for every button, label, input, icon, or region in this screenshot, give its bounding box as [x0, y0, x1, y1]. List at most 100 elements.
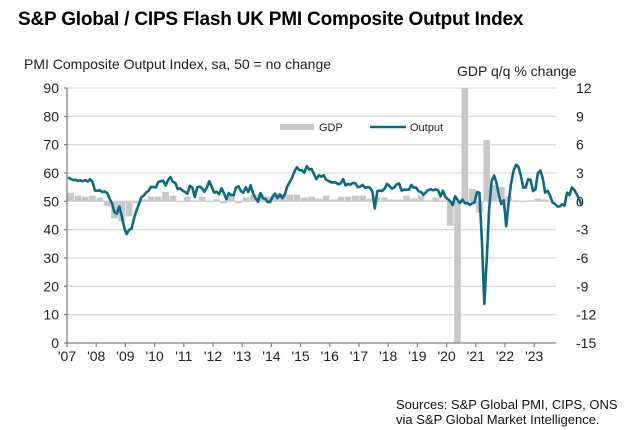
- gdp-bar: [483, 139, 491, 202]
- x-tick-label: '13: [233, 348, 251, 364]
- gdp-bar: [198, 196, 206, 202]
- y-tick-label-left: 30: [43, 250, 59, 266]
- y-tick-label-left: 80: [43, 108, 59, 124]
- gdp-bar: [133, 201, 140, 204]
- gdp-bar: [249, 194, 257, 202]
- gdp-bar: [527, 200, 534, 202]
- gdp-bar: [337, 196, 345, 202]
- y-tick-label-right: -6: [576, 250, 589, 266]
- y-tick-label-left: 90: [43, 80, 59, 96]
- gdp-bar: [359, 195, 366, 202]
- x-tick-label: '21: [467, 348, 485, 364]
- gdp-bar: [125, 201, 133, 217]
- x-tick-label: '07: [58, 348, 76, 364]
- gdp-bar: [300, 197, 308, 202]
- gdp-bar: [162, 191, 169, 202]
- legend-gdp-label: GDP: [319, 122, 343, 134]
- gdp-bar: [315, 198, 323, 202]
- gdp-bar: [403, 195, 410, 202]
- gdp-bar: [227, 193, 235, 202]
- gdp-bar: [410, 198, 418, 202]
- x-tick-label: '17: [350, 348, 368, 364]
- y-tick-label-right: 9: [576, 108, 584, 124]
- y-tick-label-right: -15: [576, 335, 596, 351]
- gdp-bar: [432, 197, 439, 202]
- gdp-bar: [498, 187, 505, 202]
- y-tick-label-right: 6: [576, 137, 584, 153]
- x-tick-label: '19: [408, 348, 426, 364]
- gdp-bar: [286, 194, 293, 202]
- x-tick-label: '09: [116, 348, 134, 364]
- x-tick-label: '10: [145, 348, 163, 364]
- gdp-bar: [534, 198, 542, 202]
- y-tick-label-right: 12: [576, 80, 592, 96]
- y-tick-label-left: 20: [43, 278, 59, 294]
- output-line-group: [67, 163, 583, 306]
- gdp-bar: [264, 196, 272, 202]
- source-note: Sources: S&P Global PMI, CIPS, ONS via S…: [396, 397, 618, 427]
- right-axis-label: GDP q/q % change: [457, 63, 577, 79]
- y-tick-label-left: 0: [51, 335, 59, 351]
- gdp-bar: [439, 200, 447, 202]
- gdp-bar: [169, 195, 177, 202]
- axes: 0102030405060708090-15-12-9-6-3036912'07…: [43, 80, 596, 364]
- gdp-bar: [454, 201, 461, 343]
- gdp-bar: [425, 200, 432, 202]
- gdp-bar: [541, 199, 549, 202]
- gdp-bar: [96, 197, 104, 202]
- gdp-bar: [352, 195, 359, 202]
- x-tick-label: '12: [204, 348, 222, 364]
- gdp-bar: [446, 201, 454, 226]
- gdp-bar: [344, 196, 352, 202]
- gdp-bar: [322, 195, 330, 202]
- x-tick-label: '23: [525, 348, 543, 364]
- gdp-bar: [271, 192, 279, 202]
- gdp-bar: [191, 200, 199, 202]
- gdp-bar: [103, 201, 111, 207]
- gdp-bar: [330, 199, 337, 202]
- gdp-bar: [74, 195, 82, 202]
- gdp-bar: [293, 194, 301, 202]
- y-tick-label-left: 60: [43, 165, 59, 181]
- left-axis-label: PMI Composite Output Index, sa, 50 = no …: [24, 56, 332, 72]
- y-tick-label-left: 70: [43, 137, 59, 153]
- x-tick-label: '22: [496, 348, 514, 364]
- gdp-bar: [235, 201, 242, 204]
- chart-title: S&P Global / CIPS Flash UK PMI Composite…: [18, 9, 524, 30]
- gdp-bar: [417, 195, 425, 202]
- y-tick-label-right: -9: [576, 278, 589, 294]
- x-tick-label: '16: [321, 348, 339, 364]
- gdp-bar: [154, 196, 162, 202]
- y-tick-label-right: -12: [576, 307, 596, 323]
- gdp-bar: [206, 201, 213, 203]
- output-line: [67, 163, 583, 306]
- gdp-bar: [242, 197, 250, 202]
- y-tick-label-right: -3: [576, 222, 589, 238]
- x-tick-label: '14: [262, 348, 280, 364]
- gdp-bar: [67, 192, 74, 202]
- x-tick-label: '20: [437, 348, 455, 364]
- x-tick-label: '18: [379, 348, 397, 364]
- gdp-bar: [184, 196, 191, 202]
- legend-gdp-swatch: [280, 124, 314, 130]
- gdp-bar: [140, 199, 147, 202]
- y-tick-label-left: 10: [43, 307, 59, 323]
- gdp-bar: [308, 196, 315, 202]
- gdp-bar: [490, 185, 498, 202]
- legend: GDP Output: [280, 122, 443, 134]
- gdp-bar: [461, 88, 469, 202]
- y-tick-label-left: 40: [43, 222, 59, 238]
- gdp-bar: [213, 199, 220, 202]
- gdp-bar: [220, 201, 228, 204]
- gdp-bar: [381, 197, 388, 202]
- gdp-bar: [395, 199, 403, 202]
- legend-output-label: Output: [410, 122, 443, 134]
- y-tick-label-right: 3: [576, 165, 584, 181]
- gdp-bar: [81, 196, 89, 202]
- gdp-bar: [388, 199, 396, 202]
- x-tick-label: '15: [291, 348, 309, 364]
- x-tick-label: '11: [175, 348, 192, 364]
- y-tick-label-left: 50: [43, 193, 59, 209]
- gdp-bar: [468, 189, 476, 202]
- gdp-bar: [366, 198, 374, 202]
